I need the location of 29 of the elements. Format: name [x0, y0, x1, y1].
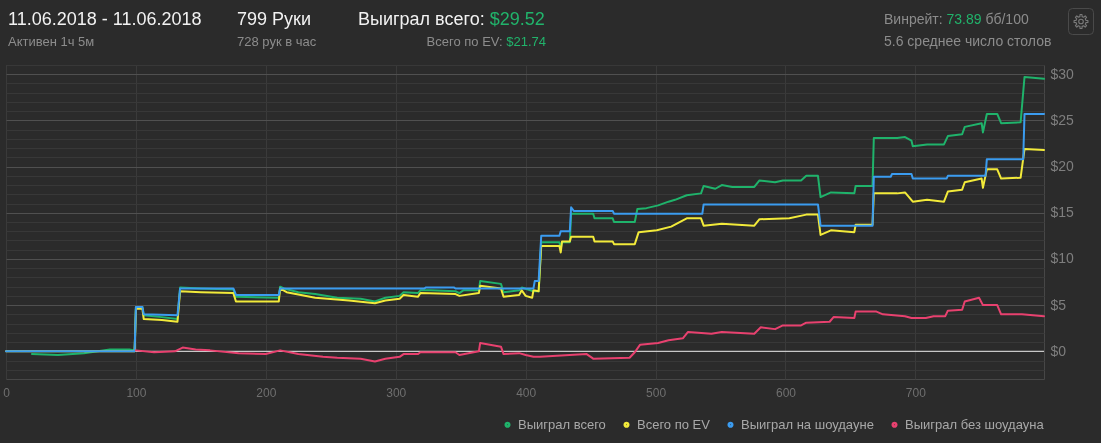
- legend-label: Всего по EV: [637, 416, 711, 432]
- y-tick-label: $20: [1050, 158, 1075, 175]
- legend-label: Выиграл всего: [518, 416, 606, 432]
- x-tick-label: 100: [126, 385, 147, 400]
- x-tick-label: 0: [3, 385, 11, 400]
- line-series: [134, 296, 1045, 363]
- legend-label: Выиграл без шоудауна: [905, 416, 1045, 432]
- legend-label: Выиграл на шоудауне: [741, 416, 874, 432]
- text: Винрейт: 73.89 бб/100: [884, 11, 1029, 27]
- line-series: [30, 76, 1045, 356]
- y-tick-label: $25: [1050, 111, 1075, 128]
- text: 728 рук в час: [237, 34, 317, 50]
- text: 5.6 среднее число столов: [884, 33, 1052, 50]
- y-tick-label: $10: [1050, 250, 1075, 267]
- x-tick-label: 500: [646, 385, 667, 400]
- y-tick-label: $0: [1050, 342, 1067, 359]
- x-tick-label: 400: [516, 385, 537, 400]
- x-tick-label: 200: [256, 385, 277, 400]
- chart-subtitle: Активен 1ч 5м: [8, 34, 95, 50]
- text: Всего по EV: $21.74: [426, 34, 546, 49]
- y-tick-label: $5: [1050, 296, 1067, 313]
- x-tick-label: 700: [905, 385, 927, 400]
- chart-title: 11.06.2018 - 11.06.2018: [8, 9, 202, 30]
- x-tick-label: 600: [775, 385, 797, 400]
- y-tick-label: $30: [1050, 65, 1075, 82]
- y-tick-label: $15: [1050, 204, 1075, 221]
- x-tick-label: 300: [386, 385, 407, 400]
- text: Выиграл всего: $29.52: [358, 9, 545, 29]
- text: 799 Руки: [237, 9, 311, 30]
